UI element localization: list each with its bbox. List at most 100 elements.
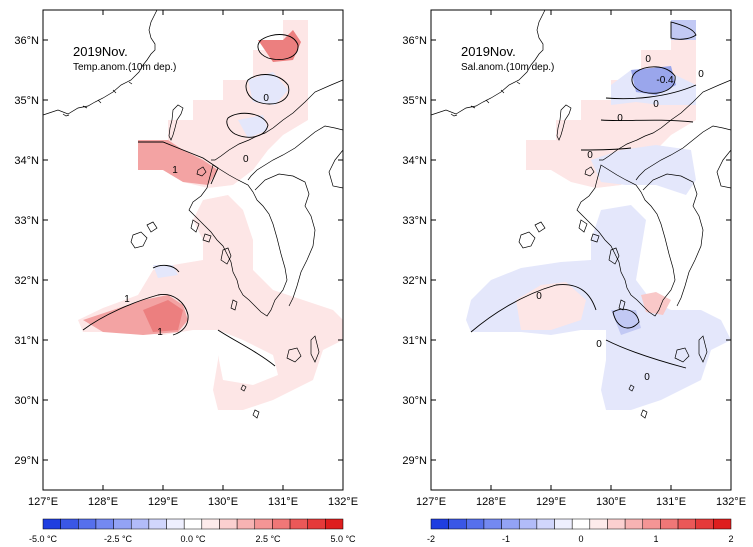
lon-tick-label: 128°E: [88, 496, 118, 508]
map-frame: [42, 9, 344, 491]
colorbar-tick-label: 1: [653, 534, 658, 544]
panel-title-line2: Sal.anom.(10m dep.): [461, 62, 554, 73]
lat-tick-label: 33°N: [402, 215, 427, 227]
colorbar-tick-label: -2.5 °C: [104, 534, 133, 544]
colorbar-tick-label: 2.5 °C: [255, 534, 281, 544]
colorbar-swatch: [130, 518, 150, 530]
colorbar-swatch: [183, 518, 203, 530]
lat-tick-label: 36°N: [402, 35, 427, 47]
colorbar-tick-label: 5.0 °C: [330, 534, 356, 544]
lat-tick-label: 35°N: [402, 95, 427, 107]
colorbar-tick-label: -5.0 °C: [29, 534, 58, 544]
contour-label: 1: [172, 165, 178, 176]
lat-tick-label: 31°N: [14, 335, 39, 347]
lon-tick-label: 130°E: [208, 496, 238, 508]
colorbar-swatch: [554, 518, 573, 530]
colorbar-swatch: [589, 518, 608, 530]
colorbar-swatch: [713, 518, 732, 530]
colorbar-swatch: [289, 518, 308, 530]
colorbar-swatch: [78, 518, 97, 530]
temperature-panel: 127°E 128°E 129°E 130°E 131°E 132°E 29°N 30°N 31…: [14, 9, 358, 508]
lat-tick-label: 34°N: [402, 155, 427, 167]
lat-tick-label: 33°N: [14, 215, 39, 227]
colorbar-tick-label: -1: [502, 534, 510, 544]
lon-tick-label: 127°E: [28, 496, 58, 508]
contour-label: 0: [263, 93, 269, 104]
panel-title-line2: Temp.anom.(10m dep.): [73, 62, 176, 73]
contour-label: -0.4: [656, 75, 674, 86]
colorbar-swatch: [236, 518, 256, 530]
lon-tick-label: 127°E: [416, 496, 446, 508]
lat-tick-label: 34°N: [14, 155, 39, 167]
colorbar-swatch: [166, 518, 185, 530]
colorbar-swatch: [571, 518, 591, 530]
temperature-colorbar: -5.0 °C -2.5 °C 0.0 °C 2.5 °C 5.0 °C: [29, 518, 356, 544]
contour-label: 0: [645, 54, 651, 65]
lon-tick-label: 130°E: [596, 496, 626, 508]
salinity-colorbar: -2 -1 0 1 2: [427, 518, 734, 544]
lat-tick-label: 36°N: [14, 35, 39, 47]
colorbar-swatch: [642, 518, 661, 530]
colorbar-swatch: [518, 518, 538, 530]
colorbar-swatch: [148, 518, 167, 530]
colorbar-swatch: [677, 518, 696, 530]
colorbar-swatch: [325, 518, 344, 530]
salinity-anomaly-field: [466, 20, 731, 410]
contour-label: 1: [157, 327, 163, 338]
colorbar-tick-label: 0.0 °C: [180, 534, 206, 544]
lon-tick-label: 132°E: [716, 496, 746, 508]
salinity-contours: [470, 21, 697, 369]
colorbar-swatch: [624, 518, 644, 530]
lon-tick-label: 131°E: [268, 496, 298, 508]
lat-tick-label: 30°N: [14, 395, 39, 407]
contour-label: 0: [698, 69, 704, 80]
contour-label: 0: [536, 291, 542, 302]
map-frame: [430, 9, 732, 491]
lon-tick-label: 132°E: [328, 496, 358, 508]
colorbar-swatch: [113, 518, 132, 530]
salinity-panel: 127°E 128°E 129°E 130°E 131°E 132°E 29°N 30°N 31…: [402, 9, 746, 508]
colorbar-swatch: [660, 518, 679, 530]
colorbar-swatch: [448, 518, 467, 530]
colorbar-swatch: [607, 518, 626, 530]
colorbar-tick-label: 2: [728, 534, 733, 544]
colorbar-tick-label: -2: [427, 534, 435, 544]
colorbar-swatch: [254, 518, 273, 530]
contour-label: 0: [596, 339, 602, 350]
colorbar-swatch: [695, 518, 714, 530]
colorbar-tick-label: 0: [578, 534, 583, 544]
colorbar-swatch: [219, 518, 238, 530]
contour-label: 0: [617, 113, 623, 124]
contour-label: 0: [243, 154, 249, 165]
colorbar-swatch: [536, 518, 555, 530]
lon-tick-label: 128°E: [476, 496, 506, 508]
lon-tick-label: 131°E: [656, 496, 686, 508]
contour-label: 0: [644, 372, 650, 383]
lon-tick-label: 129°E: [148, 496, 178, 508]
contour-label: 1: [124, 294, 130, 305]
lat-tick-label: 35°N: [14, 95, 39, 107]
lat-tick-label: 32°N: [14, 275, 39, 287]
colorbar-swatch: [466, 518, 485, 530]
colorbar-swatch: [272, 518, 291, 530]
colorbar-swatch: [307, 518, 326, 530]
contour-label: 0: [653, 99, 659, 110]
temperature-contours: [82, 34, 299, 367]
temperature-anomaly-field: [78, 20, 343, 410]
colorbar-swatch: [483, 518, 502, 530]
contour-label: 0: [587, 150, 593, 161]
colorbar-swatch: [60, 518, 79, 530]
lat-tick-label: 29°N: [402, 455, 427, 467]
colorbar-swatch: [95, 518, 114, 530]
colorbar-swatch: [42, 518, 61, 530]
lat-tick-label: 31°N: [402, 335, 427, 347]
lat-tick-label: 29°N: [14, 455, 39, 467]
colorbar-swatch: [201, 518, 220, 530]
lon-tick-label: 129°E: [536, 496, 566, 508]
contour-labels: 0 0 1 1 1: [124, 93, 269, 338]
contour-labels: 0 -0.4 0 0 0 0 0 0 0: [536, 54, 704, 383]
panel-title-line1: 2019Nov.: [461, 44, 516, 59]
lat-tick-label: 32°N: [402, 275, 427, 287]
lat-tick-label: 30°N: [402, 395, 427, 407]
